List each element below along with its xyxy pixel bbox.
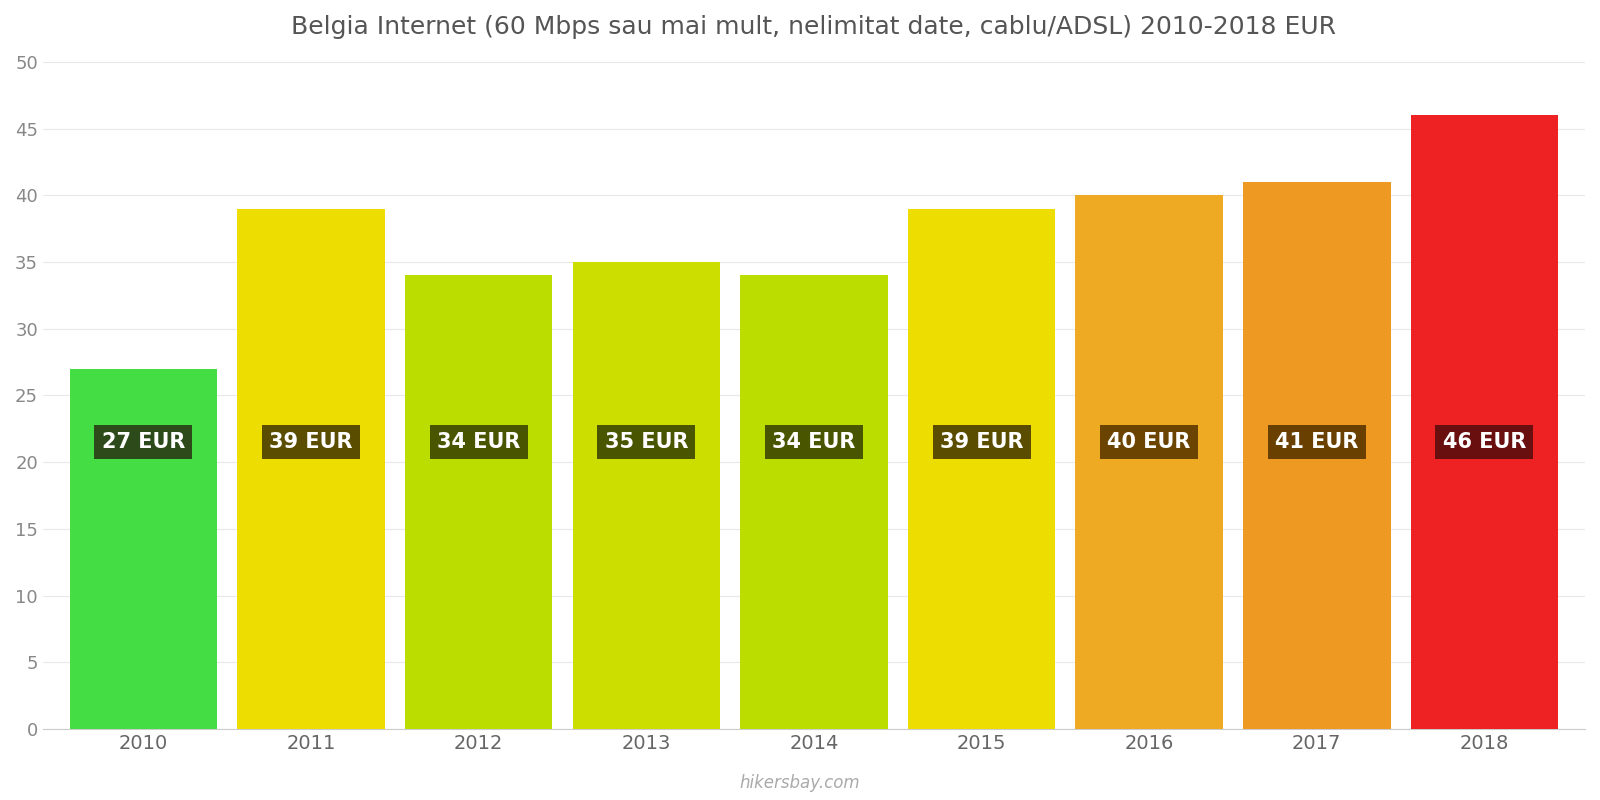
Title: Belgia Internet (60 Mbps sau mai mult, nelimitat date, cablu/ADSL) 2010-2018 EUR: Belgia Internet (60 Mbps sau mai mult, n… bbox=[291, 15, 1336, 39]
Bar bbox=[741, 275, 888, 729]
Text: 41 EUR: 41 EUR bbox=[1275, 432, 1358, 452]
Text: 34 EUR: 34 EUR bbox=[437, 432, 520, 452]
Text: 39 EUR: 39 EUR bbox=[939, 432, 1024, 452]
Bar bbox=[405, 275, 552, 729]
Bar bbox=[70, 369, 218, 729]
Text: 40 EUR: 40 EUR bbox=[1107, 432, 1190, 452]
Bar bbox=[1243, 182, 1390, 729]
Bar bbox=[573, 262, 720, 729]
Text: 39 EUR: 39 EUR bbox=[269, 432, 354, 452]
Text: 35 EUR: 35 EUR bbox=[605, 432, 688, 452]
Bar bbox=[907, 209, 1056, 729]
Bar bbox=[1075, 195, 1222, 729]
Text: 46 EUR: 46 EUR bbox=[1443, 432, 1526, 452]
Text: 27 EUR: 27 EUR bbox=[102, 432, 186, 452]
Text: 34 EUR: 34 EUR bbox=[773, 432, 856, 452]
Bar bbox=[1411, 115, 1558, 729]
Text: hikersbay.com: hikersbay.com bbox=[739, 774, 861, 792]
Bar bbox=[237, 209, 386, 729]
